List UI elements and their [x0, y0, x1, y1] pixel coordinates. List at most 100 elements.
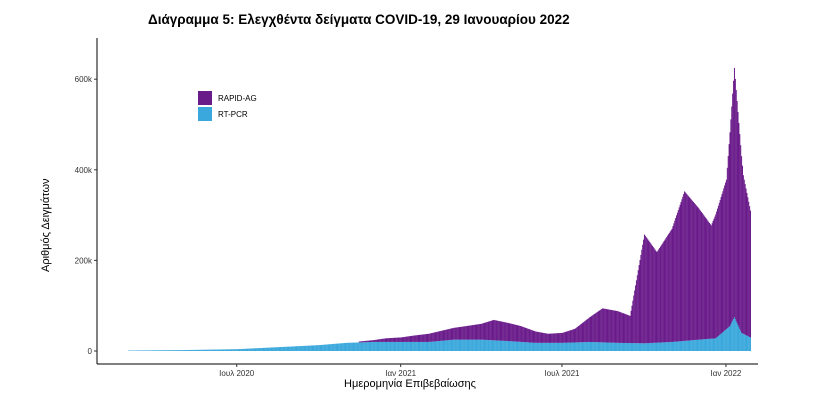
bar-rapid-ag	[688, 196, 690, 341]
bar-rt-pcr	[729, 326, 731, 351]
bar-rapid-ag	[520, 326, 522, 342]
bar-rt-pcr	[529, 342, 531, 351]
bar-rt-pcr	[439, 340, 441, 351]
bar-rapid-ag	[743, 179, 745, 335]
bar-rt-pcr	[287, 346, 289, 351]
bar-rapid-ag	[464, 326, 466, 340]
bar-rt-pcr	[188, 349, 190, 351]
bar-rt-pcr	[383, 341, 385, 351]
bar-rapid-ag	[430, 333, 432, 342]
bar-rapid-ag	[537, 332, 539, 343]
bar-rapid-ag	[428, 333, 430, 342]
bar-rapid-ag	[477, 324, 479, 340]
bar-rapid-ag	[601, 308, 603, 343]
bar-rt-pcr	[534, 342, 536, 351]
bar-rapid-ag	[383, 338, 385, 342]
bar-rt-pcr	[493, 340, 495, 351]
bar-rt-pcr	[308, 345, 310, 351]
bar-rapid-ag	[592, 315, 594, 343]
bar-rapid-ag	[661, 243, 663, 343]
bar-rt-pcr	[395, 341, 397, 351]
bar-rt-pcr	[746, 335, 748, 351]
bar-rt-pcr	[481, 339, 483, 351]
bar-rt-pcr	[316, 345, 318, 351]
bar-rapid-ag	[367, 340, 369, 343]
bar-rapid-ag	[651, 245, 653, 343]
bar-rt-pcr	[246, 348, 248, 351]
bar-rapid-ag	[666, 236, 668, 343]
bar-rapid-ag	[488, 321, 490, 341]
bar-rt-pcr	[491, 340, 493, 351]
bar-rt-pcr	[248, 348, 250, 351]
bar-rt-pcr	[604, 342, 606, 351]
bar-rapid-ag	[651, 244, 653, 343]
bar-rt-pcr	[342, 343, 344, 351]
bar-rt-pcr	[634, 343, 636, 351]
bar-rt-pcr	[349, 342, 351, 351]
bar-rapid-ag	[630, 310, 632, 344]
bar-rt-pcr	[426, 341, 428, 351]
bar-rt-pcr	[472, 339, 474, 351]
bar-rapid-ag	[549, 333, 551, 343]
bar-rapid-ag	[364, 340, 366, 343]
bar-rt-pcr	[463, 339, 465, 351]
bar-rt-pcr	[162, 350, 164, 351]
bar-rapid-ag	[571, 329, 573, 343]
bar-rapid-ag	[744, 184, 746, 335]
bar-rapid-ag	[646, 238, 648, 344]
bar-rt-pcr	[548, 342, 550, 351]
bar-rt-pcr	[710, 338, 712, 351]
bar-rt-pcr	[455, 339, 457, 351]
bar-rapid-ag	[650, 243, 652, 343]
bar-rapid-ag	[611, 310, 613, 343]
bar-rapid-ag	[541, 332, 543, 343]
bar-rapid-ag	[679, 204, 681, 342]
bar-rapid-ag	[540, 332, 542, 343]
bar-rt-pcr	[566, 342, 568, 351]
bar-rt-pcr	[561, 342, 563, 351]
bar-rt-pcr	[289, 346, 291, 351]
bar-rapid-ag	[393, 337, 395, 342]
bar-rapid-ag	[375, 339, 377, 342]
bar-rapid-ag	[642, 244, 644, 344]
bar-rt-pcr	[522, 342, 524, 351]
bar-rt-pcr	[500, 340, 502, 351]
bar-rapid-ag	[385, 338, 387, 342]
bar-rt-pcr	[176, 350, 178, 351]
bar-rt-pcr	[322, 344, 324, 351]
bar-rt-pcr	[189, 349, 191, 351]
bar-rapid-ag	[447, 329, 449, 341]
bar-rt-pcr	[444, 340, 446, 351]
bar-rapid-ag	[363, 341, 365, 343]
x-axis-label: Ημερομηνία Επιβεβαίωσης	[344, 378, 476, 390]
bar-rt-pcr	[242, 348, 244, 351]
bar-rt-pcr	[614, 342, 616, 351]
bar-rt-pcr	[658, 342, 660, 351]
bar-rt-pcr	[572, 342, 574, 351]
bar-rt-pcr	[557, 342, 559, 351]
bar-rt-pcr	[390, 341, 392, 351]
bar-rt-pcr	[396, 341, 398, 351]
bar-rapid-ag	[717, 205, 719, 337]
bar-rt-pcr	[198, 349, 200, 351]
bar-rt-pcr	[606, 342, 608, 351]
bar-rapid-ag	[382, 338, 384, 342]
bar-rt-pcr	[513, 341, 515, 351]
bar-rt-pcr	[576, 342, 578, 351]
bar-rt-pcr	[186, 350, 188, 351]
bar-rt-pcr	[206, 349, 208, 351]
bar-rapid-ag	[517, 325, 519, 342]
bar-rt-pcr	[357, 342, 359, 351]
bar-rt-pcr	[511, 341, 513, 351]
bar-rapid-ag	[551, 333, 553, 343]
bar-rapid-ag	[653, 248, 655, 343]
bar-rt-pcr	[199, 349, 201, 351]
bar-rt-pcr	[144, 350, 146, 351]
bar-rapid-ag	[437, 331, 439, 342]
bar-rapid-ag	[527, 328, 529, 343]
bar-rt-pcr	[229, 349, 231, 351]
bar-rt-pcr	[195, 349, 197, 351]
bar-rapid-ag	[733, 80, 735, 319]
x-tick-label: Ιουλ 2021	[544, 369, 580, 378]
bar-rapid-ag	[686, 194, 688, 341]
